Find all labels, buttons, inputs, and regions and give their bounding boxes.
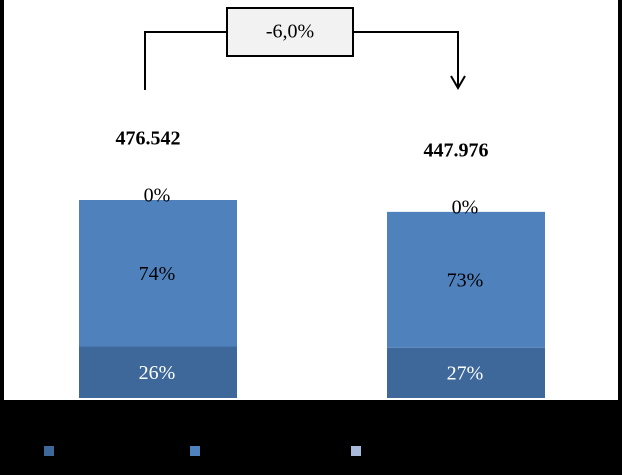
total-label: 476.542	[116, 128, 181, 150]
legend-swatch	[351, 446, 361, 456]
segment-label: 73%	[447, 269, 484, 291]
bar-segment	[387, 347, 545, 398]
segment-label: 26%	[139, 362, 176, 384]
segment-label: 74%	[139, 263, 176, 285]
legend-swatch	[190, 446, 200, 456]
bar-segment	[387, 211, 545, 348]
annotation-box	[226, 7, 354, 57]
segment-label: 0%	[452, 196, 479, 218]
segment-label: 27%	[447, 362, 484, 384]
total-label: 447.976	[424, 139, 489, 161]
bar-segment	[79, 346, 237, 398]
change-arrow	[144, 31, 227, 90]
segment-label: 0%	[144, 185, 171, 207]
legend-swatch	[44, 446, 54, 456]
change-arrow	[353, 31, 459, 86]
arrow-head	[450, 75, 466, 90]
annotation: -6,0%	[266, 21, 314, 43]
bar-segment	[79, 200, 237, 347]
